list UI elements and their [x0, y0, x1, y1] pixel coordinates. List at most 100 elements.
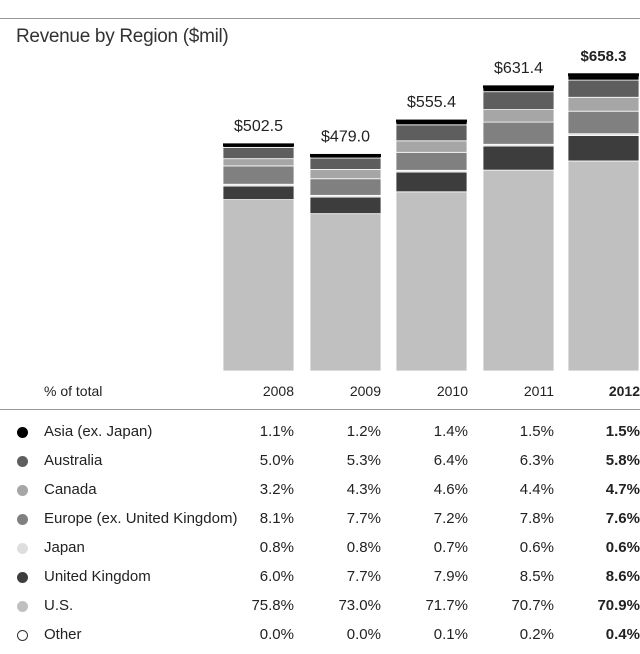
- legend-swatch: [17, 427, 28, 438]
- table-cell-2008: 8.1%: [259, 510, 294, 527]
- table-cell-2012: 8.6%: [605, 568, 640, 585]
- row-label: Australia: [44, 452, 103, 469]
- bar-segment-2012-u-s-: [567, 160, 640, 372]
- bar-segment-2011-united-kingdom: [482, 145, 555, 171]
- table-cell-2011: 7.8%: [519, 510, 554, 527]
- bar-total-label-2011: $631.4: [494, 60, 543, 77]
- row-label: Canada: [44, 481, 97, 498]
- table-cell-2012: 0.4%: [605, 626, 640, 643]
- bar-segment-2008-australia: [222, 146, 295, 160]
- row-label: United Kingdom: [44, 568, 151, 585]
- table-cell-2009: 7.7%: [346, 510, 381, 527]
- bar-cap-2010: [396, 119, 467, 123]
- bar-segment-2012-australia: [567, 79, 640, 98]
- table-cell-2012: 70.9%: [597, 597, 640, 614]
- table-cell-2011: 0.6%: [519, 539, 554, 556]
- bar-segment-2011-europe-ex-united-kingdom-: [482, 121, 555, 145]
- bar-segment-2009-united-kingdom: [309, 196, 382, 215]
- table-cell-2011: 1.5%: [519, 423, 554, 440]
- table-cell-2009: 0.0%: [346, 626, 381, 643]
- row-label: Japan: [44, 539, 85, 556]
- chart-title: Revenue by Region ($mil): [16, 26, 229, 47]
- bar-cap-2009: [310, 153, 381, 157]
- table-cell-2008: 1.1%: [259, 423, 294, 440]
- table-row: United Kingdom 6.0% 7.7% 7.9% 8.5% 8.6%: [0, 564, 640, 592]
- table-cell-2008: 0.8%: [259, 539, 294, 556]
- bar-segment-2010-u-s-: [395, 191, 468, 372]
- top-rule: [0, 18, 640, 19]
- table-cell-2012: 1.5%: [605, 423, 640, 440]
- legend-swatch: [17, 485, 28, 496]
- bar-segment-2010-canada: [395, 140, 468, 153]
- table-cell-2011: 6.3%: [519, 452, 554, 469]
- table-cell-2010: 0.7%: [433, 539, 468, 556]
- bar-segment-2011-canada: [482, 109, 555, 123]
- legend-swatch: [17, 456, 28, 467]
- bar-total-label-2008: $502.5: [234, 118, 283, 135]
- table-cell-2010: 7.9%: [433, 568, 468, 585]
- bar-cap-2012: [568, 73, 639, 77]
- table-cell-2011: 0.2%: [519, 626, 554, 643]
- row-label: Europe (ex. United Kingdom): [44, 510, 238, 527]
- table-cell-2012: 4.7%: [605, 481, 640, 498]
- table-cell-2009: 73.0%: [338, 597, 381, 614]
- table-cell-2010: 7.2%: [433, 510, 468, 527]
- year-header-2010: 2010: [436, 383, 468, 399]
- year-header-2008: 2008: [262, 383, 294, 399]
- table-cell-2010: 71.7%: [425, 597, 468, 614]
- table-row: Australia 5.0% 5.3% 6.4% 6.3% 5.8%: [0, 448, 640, 476]
- table-cell-2010: 4.6%: [433, 481, 468, 498]
- table-cell-2010: 6.4%: [433, 452, 468, 469]
- table-cell-2008: 5.0%: [259, 452, 294, 469]
- table-cell-2012: 7.6%: [605, 510, 640, 527]
- table-cell-2009: 1.2%: [346, 423, 381, 440]
- stacked-bar-chart: $502.5 $479.0 $555.4 $631.4 $658.3: [222, 48, 640, 372]
- bar-segment-2011-u-s-: [482, 169, 555, 372]
- legend-swatch: [17, 514, 28, 525]
- table-row: Europe (ex. United Kingdom) 8.1% 7.7% 7.2% 7…: [0, 506, 640, 534]
- bar-cap-2008: [223, 143, 294, 147]
- bar-segment-2010-australia: [395, 124, 468, 142]
- table-cell-2008: 6.0%: [259, 568, 294, 585]
- table-header-label: % of total: [44, 383, 103, 399]
- year-header-2011: 2011: [523, 383, 554, 399]
- year-header-2009: 2009: [349, 383, 381, 399]
- row-label: Other: [44, 626, 82, 643]
- bar-segment-2009-australia: [309, 157, 382, 170]
- table-cell-2011: 70.7%: [511, 597, 554, 614]
- table-cell-2008: 3.2%: [259, 481, 294, 498]
- table-header-row: % of total 2008 2009 2010 2011 2012: [0, 380, 640, 404]
- table-row: Canada 3.2% 4.3% 4.6% 4.4% 4.7%: [0, 477, 640, 505]
- table-row: Japan 0.8% 0.8% 0.7% 0.6% 0.6%: [0, 535, 640, 563]
- legend-swatch: [17, 543, 28, 554]
- table-cell-2009: 4.3%: [346, 481, 381, 498]
- bar-segment-2010-united-kingdom: [395, 171, 468, 193]
- table-row: Asia (ex. Japan) 1.1% 1.2% 1.4% 1.5% 1.5%: [0, 419, 640, 447]
- table-divider: [0, 409, 640, 410]
- bar-segment-2008-united-kingdom: [222, 185, 295, 200]
- row-label: U.S.: [44, 597, 74, 614]
- table-cell-2011: 8.5%: [519, 568, 554, 585]
- table-cell-2009: 7.7%: [346, 568, 381, 585]
- bar-segment-2008-europe-ex-united-kingdom-: [222, 165, 295, 185]
- bar-segment-2012-asia-ex-japan-: [567, 75, 640, 81]
- table-cell-2009: 5.3%: [346, 452, 381, 469]
- row-label: Asia (ex. Japan): [44, 423, 153, 440]
- legend-swatch: [17, 572, 28, 583]
- bar-cap-2011: [483, 85, 554, 89]
- table-cell-2011: 4.4%: [519, 481, 554, 498]
- legend-swatch: [17, 630, 28, 641]
- bar-segment-2010-europe-ex-united-kingdom-: [395, 151, 468, 171]
- bar-total-label-2012: $658.3: [581, 48, 627, 65]
- bar-segment-2012-canada: [567, 96, 640, 112]
- bar-segment-2009-canada: [309, 169, 382, 180]
- table-cell-2012: 0.6%: [605, 539, 640, 556]
- bar-segment-2008-canada: [222, 158, 295, 167]
- table-row: U.S. 75.8% 73.0% 71.7% 70.7% 70.9%: [0, 593, 640, 621]
- legend-swatch: [17, 601, 28, 612]
- table-cell-2008: 75.8%: [251, 597, 294, 614]
- table-cell-2010: 1.4%: [433, 423, 468, 440]
- table-cell-2008: 0.0%: [259, 626, 294, 643]
- table-cell-2010: 0.1%: [433, 626, 468, 643]
- table-cell-2012: 5.8%: [605, 452, 640, 469]
